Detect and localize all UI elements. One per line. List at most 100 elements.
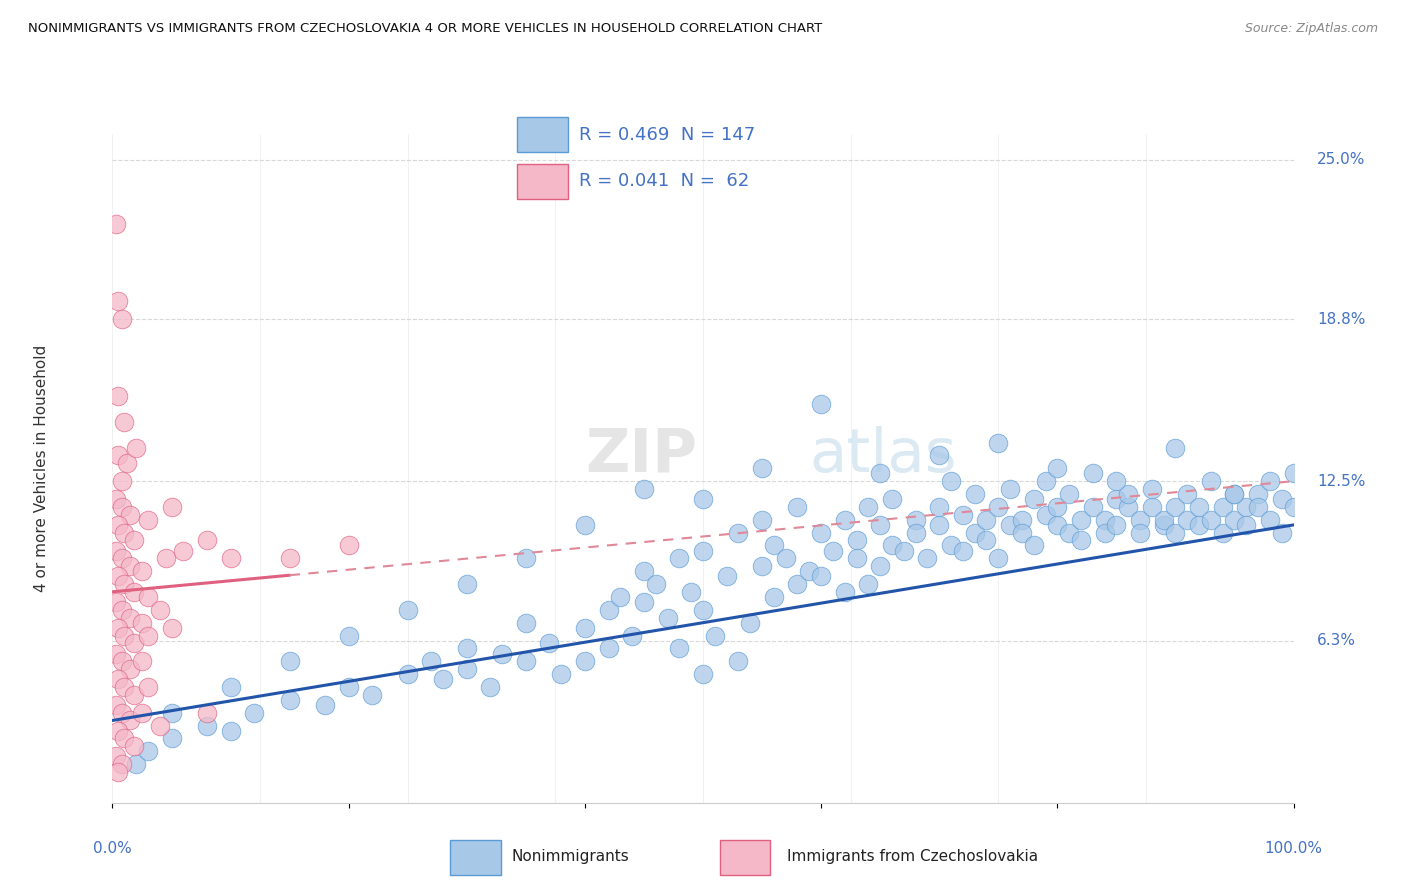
Text: 12.5%: 12.5% — [1317, 474, 1365, 489]
Point — [136, 744, 159, 758]
Point — [337, 539, 360, 553]
Point — [998, 517, 1021, 532]
Point — [125, 441, 148, 455]
Point — [633, 482, 655, 496]
Point — [939, 539, 962, 553]
Point — [107, 673, 129, 687]
Point — [1140, 500, 1163, 514]
Point — [160, 500, 183, 514]
Bar — [450, 840, 501, 875]
Point — [621, 628, 644, 642]
Point — [845, 551, 868, 566]
Point — [904, 525, 927, 540]
Text: 4 or more Vehicles in Household: 4 or more Vehicles in Household — [34, 344, 49, 592]
Point — [136, 590, 159, 604]
Text: 25.0%: 25.0% — [1317, 152, 1365, 167]
Point — [1188, 500, 1211, 514]
Point — [1046, 461, 1069, 475]
Point — [598, 603, 620, 617]
Point — [1258, 513, 1281, 527]
Point — [420, 654, 443, 668]
Point — [136, 513, 159, 527]
Point — [1223, 487, 1246, 501]
Point — [1105, 474, 1128, 488]
Point — [105, 749, 128, 764]
Point — [1057, 525, 1080, 540]
Point — [858, 500, 880, 514]
Point — [107, 389, 129, 403]
Point — [1175, 487, 1198, 501]
Point — [131, 615, 153, 630]
Point — [1271, 525, 1294, 540]
Point — [149, 718, 172, 732]
Point — [1223, 487, 1246, 501]
Point — [1129, 525, 1152, 540]
Text: 18.8%: 18.8% — [1317, 311, 1365, 326]
Point — [762, 539, 785, 553]
Point — [278, 654, 301, 668]
Point — [160, 621, 183, 635]
Text: 6.3%: 6.3% — [1317, 633, 1357, 648]
Point — [668, 551, 690, 566]
Point — [939, 474, 962, 488]
Point — [432, 673, 454, 687]
Point — [1081, 467, 1104, 481]
Point — [1022, 539, 1045, 553]
Point — [716, 569, 738, 583]
Point — [963, 525, 986, 540]
Point — [122, 533, 145, 548]
Point — [111, 474, 134, 488]
Text: R = 0.041  N =  62: R = 0.041 N = 62 — [579, 172, 749, 190]
Text: 0.0%: 0.0% — [93, 841, 132, 856]
Point — [869, 467, 891, 481]
Point — [136, 680, 159, 694]
Point — [1153, 513, 1175, 527]
Point — [917, 551, 939, 566]
Point — [893, 543, 915, 558]
Point — [786, 577, 808, 591]
Point — [337, 628, 360, 642]
Point — [1164, 441, 1187, 455]
Point — [609, 590, 631, 604]
Point — [111, 603, 134, 617]
Point — [112, 525, 135, 540]
Point — [845, 533, 868, 548]
Bar — [517, 164, 568, 199]
Point — [105, 698, 128, 712]
Point — [703, 628, 725, 642]
Point — [692, 543, 714, 558]
Point — [1070, 533, 1092, 548]
Point — [538, 636, 561, 650]
Point — [1212, 525, 1234, 540]
Point — [1129, 513, 1152, 527]
Point — [751, 559, 773, 574]
Point — [337, 680, 360, 694]
Point — [515, 551, 537, 566]
Point — [131, 706, 153, 720]
Point — [155, 551, 177, 566]
Point — [243, 706, 266, 720]
Point — [1046, 517, 1069, 532]
Point — [1199, 474, 1222, 488]
Point — [963, 487, 986, 501]
Point — [1271, 492, 1294, 507]
Point — [112, 731, 135, 746]
Point — [111, 706, 134, 720]
Point — [1247, 487, 1270, 501]
Point — [1282, 467, 1305, 481]
Point — [107, 569, 129, 583]
Point — [111, 551, 134, 566]
Point — [195, 706, 218, 720]
Point — [122, 739, 145, 754]
Point — [396, 603, 419, 617]
Point — [834, 513, 856, 527]
Point — [107, 449, 129, 463]
Point — [904, 513, 927, 527]
Point — [692, 667, 714, 681]
Point — [1234, 500, 1257, 514]
Point — [1094, 513, 1116, 527]
Bar — [517, 118, 568, 153]
Point — [112, 628, 135, 642]
Point — [491, 647, 513, 661]
Point — [1153, 517, 1175, 532]
